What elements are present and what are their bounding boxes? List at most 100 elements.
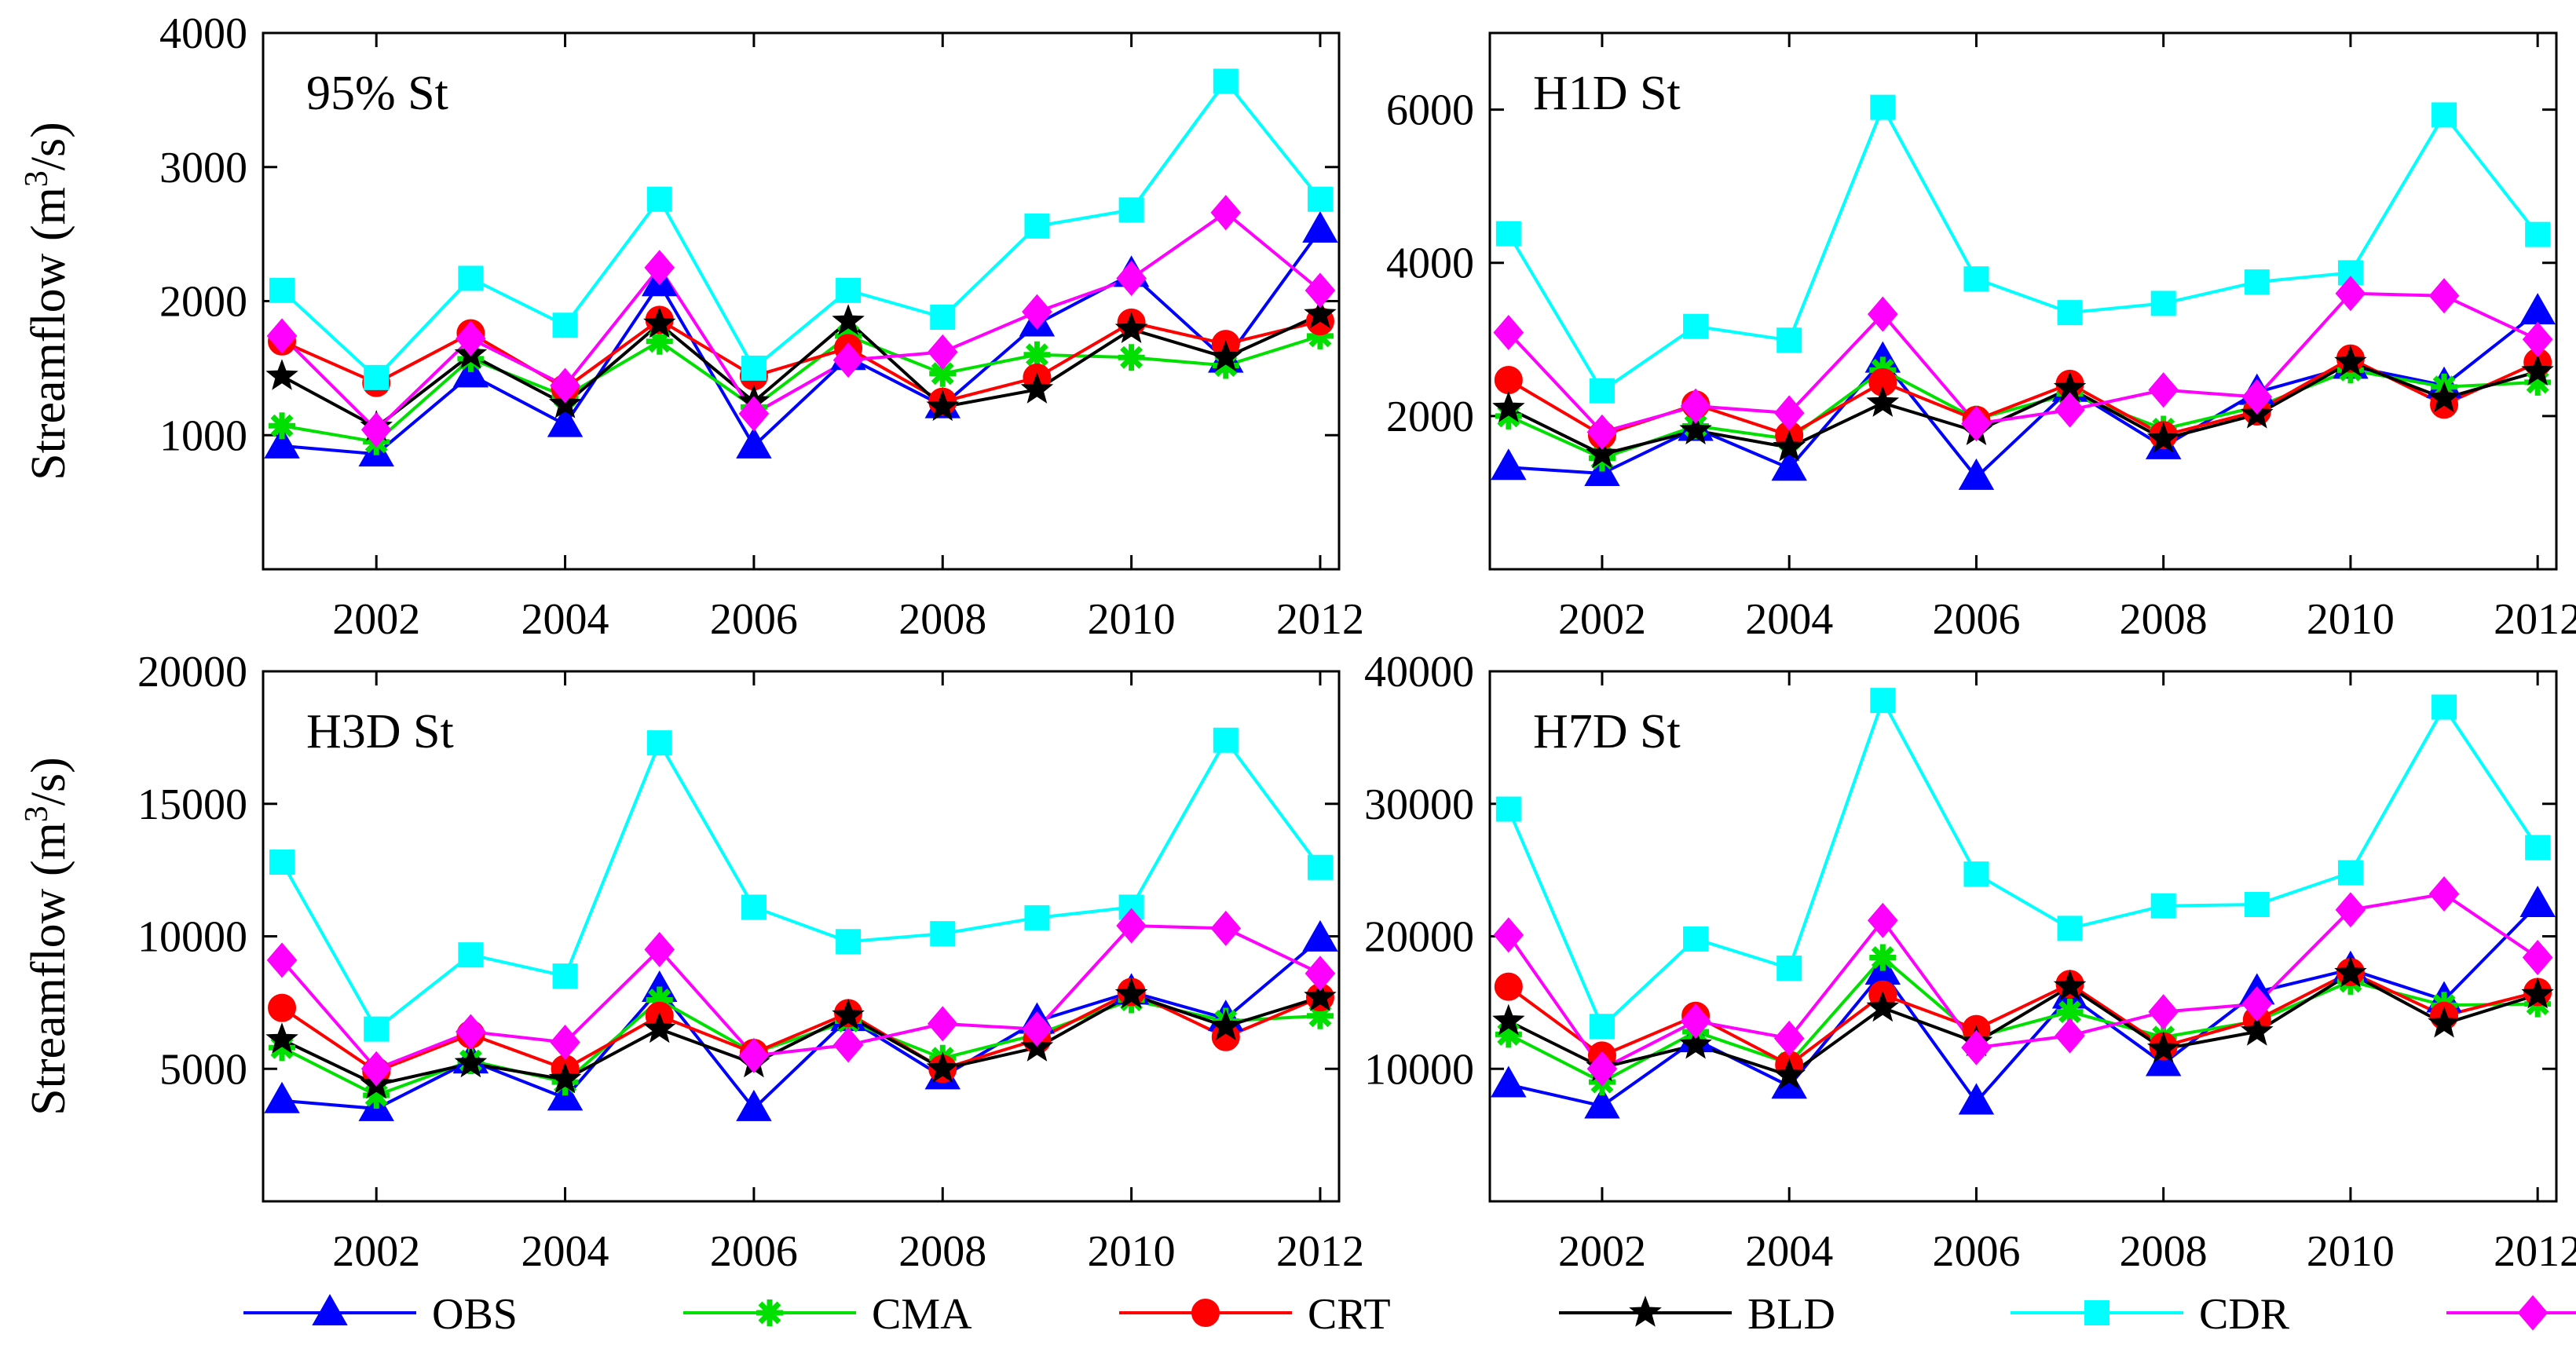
data-point-cb42 [1116, 908, 1147, 944]
legend-marker-cdr [2084, 1300, 2109, 1325]
series-line-cma [281, 334, 1321, 444]
data-point-bld [2428, 381, 2461, 413]
series-markers-obs [1491, 293, 2556, 490]
data-point-cb42 [2428, 278, 2460, 314]
data-point-bld [2053, 969, 2087, 1001]
data-point-cma [269, 412, 296, 440]
series-markers-cdr [269, 68, 1333, 390]
data-point-bld [1866, 386, 1900, 417]
data-point-cb42 [2522, 321, 2553, 357]
data-point-cb42 [1210, 910, 1242, 946]
series-line-cdr [1507, 103, 2539, 393]
data-point-obs [1491, 1065, 1527, 1098]
y-tick-label: 5000 [159, 1045, 247, 1094]
data-point-cb42 [2148, 994, 2179, 1030]
data-point-cb42 [1773, 395, 1805, 431]
y-axis-label: Streamflow (m3/s) [19, 122, 75, 481]
data-point-cb42 [1680, 1003, 1711, 1040]
data-point-bld [1773, 1058, 1806, 1090]
y-tick-label: 4000 [1386, 239, 1474, 288]
x-tick-label: 2012 [2494, 595, 2576, 644]
data-point-cdr [930, 304, 956, 330]
data-point-cdr [1683, 926, 1709, 952]
data-point-cb42 [1493, 314, 1524, 351]
data-point-bld [2521, 354, 2554, 386]
x-tick-label: 2006 [1932, 1227, 2020, 1276]
legend-marker-crt [1191, 1299, 1220, 1327]
legend-item-obs: OBS [243, 1290, 518, 1339]
data-point-cb42 [1961, 1029, 1992, 1065]
series-markers-cdr [269, 727, 1333, 1042]
series-markers-cb42 [1493, 276, 2553, 450]
data-point-cma [1869, 944, 1897, 971]
data-point-cdr [1589, 1014, 1615, 1040]
y-axis-label: Streamflow (m3/s) [19, 757, 75, 1116]
legend-label: OBS [432, 1290, 518, 1339]
data-point-obs [1491, 448, 1527, 481]
x-tick-label: 2012 [2494, 1227, 2576, 1276]
data-point-cb42 [456, 1014, 486, 1050]
x-tick-label: 2004 [1745, 1227, 1833, 1276]
data-point-cb42 [1493, 917, 1524, 953]
x-tick-label: 2002 [1558, 595, 1646, 644]
data-point-obs [2519, 293, 2556, 325]
data-point-cdr [364, 1016, 390, 1042]
data-point-bld [1304, 980, 1337, 1011]
data-point-cdr [1495, 796, 1521, 822]
legend-marker-cb42 [2517, 1295, 2549, 1331]
data-point-cdr [458, 265, 484, 291]
data-point-cb42 [1022, 294, 1052, 330]
data-point-cb42 [1961, 406, 1992, 442]
y-tick-label: 1000 [159, 411, 247, 460]
data-point-cb42 [1304, 272, 1336, 309]
data-point-bld [1114, 977, 1148, 1009]
series-markers-cb42 [266, 195, 1336, 448]
legend-label: BLD [1747, 1290, 1835, 1339]
series-markers-obs [264, 210, 1338, 467]
y-tick-label: 4000 [159, 9, 247, 58]
series-line-cb42 [1507, 892, 2539, 1071]
data-point-cdr [1776, 327, 1802, 353]
series-line-crt [1507, 356, 2539, 437]
legend: OBS CMA CRT BLD CDR CB42 [243, 1290, 2576, 1339]
x-tick-label: 2004 [1745, 595, 1833, 644]
data-point-cb42 [266, 318, 298, 354]
series-line-crt [280, 990, 1321, 1073]
data-point-bld [2334, 345, 2367, 377]
data-point-cdr [552, 963, 578, 989]
data-point-bld [1209, 1009, 1242, 1040]
x-tick-label: 2006 [710, 1227, 798, 1276]
data-point-cdr [1870, 688, 1896, 714]
data-point-cb42 [550, 367, 580, 404]
data-point-obs [547, 405, 584, 437]
data-point-obs [1302, 210, 1338, 243]
data-point-cdr [1776, 956, 1802, 981]
data-point-cb42 [1022, 1011, 1052, 1047]
data-point-obs [1958, 1083, 1995, 1115]
data-point-cb42 [644, 931, 675, 967]
data-point-cdr [2525, 835, 2551, 861]
data-point-bld [832, 304, 865, 335]
data-point-bld [265, 1022, 298, 1054]
data-point-bld [1209, 340, 1242, 371]
data-point-bld [1679, 1028, 1712, 1059]
data-point-bld [2521, 977, 2554, 1009]
x-tick-label: 2010 [2307, 1227, 2395, 1276]
x-tick-label: 2010 [2307, 595, 2395, 644]
panel-title: H7D St [1533, 705, 1681, 758]
data-point-cdr [2150, 893, 2176, 919]
y-tick-label: 10000 [137, 913, 247, 962]
data-point-obs [736, 1089, 772, 1121]
x-tick-label: 2008 [898, 1227, 986, 1276]
y-tick-label: 6000 [1386, 86, 1474, 135]
data-point-cdr [2244, 892, 2270, 917]
y-tick-label: 3000 [159, 144, 247, 192]
data-point-obs [1958, 458, 1995, 490]
data-point-cdr [836, 929, 862, 955]
data-point-bld [1586, 437, 1619, 469]
y-tick-label: 20000 [1364, 913, 1474, 962]
data-point-cdr [458, 942, 484, 968]
data-point-cb42 [832, 1027, 864, 1063]
data-point-cdr [552, 313, 578, 338]
series-line-cb42 [280, 210, 1322, 433]
